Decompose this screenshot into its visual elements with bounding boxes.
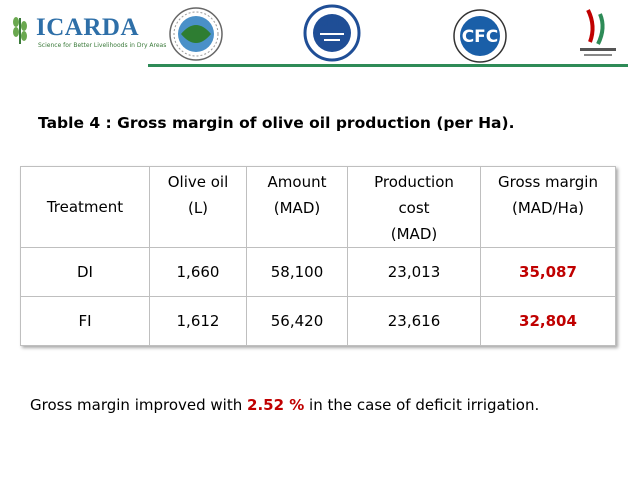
cfc-text: CFC: [462, 27, 499, 47]
header-production-cost: Production cost (MAD): [347, 166, 481, 248]
cell-gross-margin: 32,804: [480, 296, 616, 346]
table-row: DI 1,660 58,100 23,013 35,087: [20, 247, 616, 297]
cell-production-cost: 23,616: [347, 296, 481, 346]
header-amount: Amount (MAD): [246, 166, 348, 248]
icarda-logo: ICARDA Science for Better Livelihoods in…: [6, 12, 166, 52]
icarda-tagline: Science for Better Livelihoods in Dry Ar…: [38, 42, 167, 49]
header-divider: [148, 64, 628, 67]
header-gross-margin: Gross margin (MAD/Ha): [480, 166, 616, 248]
logo-bar: ICARDA Science for Better Livelihoods in…: [0, 0, 638, 67]
table-title: Table 4 : Gross margin of olive oil prod…: [38, 114, 515, 132]
icarda-name: ICARDA: [36, 14, 139, 41]
header-olive-oil: Olive oil (L): [149, 166, 247, 248]
summary-note: Gross margin improved with 2.52 % in the…: [30, 396, 539, 414]
gross-margin-table: Treatment Olive oil (L) Amount (MAD) Produ…: [20, 166, 616, 346]
note-before: Gross margin improved with: [30, 396, 248, 414]
cell-olive-oil: 1,660: [149, 247, 247, 297]
wheat-icon: [13, 17, 27, 44]
ofid-text: OFID: [318, 18, 345, 29]
note-after: in the case of deficit irrigation.: [304, 396, 540, 414]
note-value: 2.52 %: [247, 396, 305, 414]
table-row: FI 1,612 56,420 23,616 32,804: [20, 296, 616, 346]
cell-treatment: DI: [20, 247, 150, 297]
header-treatment: Treatment: [20, 166, 150, 248]
cell-production-cost: 23,013: [347, 247, 481, 297]
ofid-logo-icon: OFID: [303, 4, 361, 62]
cell-treatment: FI: [20, 296, 150, 346]
un-emblem-icon: [169, 7, 223, 61]
inra-logo-icon: [580, 9, 616, 56]
cell-gross-margin: 35,087: [480, 247, 616, 297]
table-header-row: Treatment Olive oil (L) Amount (MAD) Produ…: [20, 166, 616, 248]
cell-olive-oil: 1,612: [149, 296, 247, 346]
cell-amount: 56,420: [246, 296, 348, 346]
cell-amount: 58,100: [246, 247, 348, 297]
cfc-logo-icon: CFC: [453, 9, 507, 63]
